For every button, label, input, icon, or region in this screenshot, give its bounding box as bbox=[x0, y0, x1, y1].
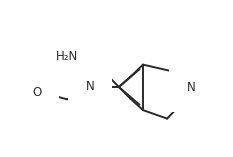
Text: N: N bbox=[187, 81, 196, 94]
Text: H₂N: H₂N bbox=[56, 50, 78, 63]
Text: N: N bbox=[86, 81, 94, 93]
Text: O: O bbox=[32, 86, 42, 99]
